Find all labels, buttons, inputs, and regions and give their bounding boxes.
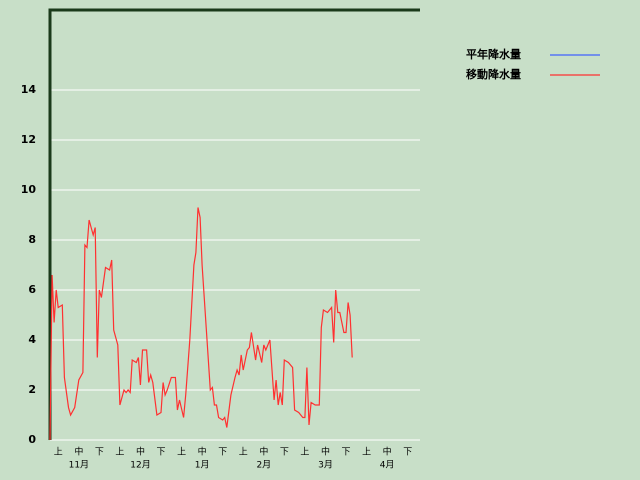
- x-period-label: 上: [239, 447, 248, 458]
- x-period-label: 中: [259, 446, 268, 458]
- x-period-label: 上: [362, 447, 371, 458]
- x-period-label: 中: [383, 446, 392, 458]
- legend-label: 平年降水量: [466, 47, 521, 61]
- data-line: [49, 207, 353, 441]
- x-period-label: 中: [136, 446, 145, 458]
- x-period-label: 中: [74, 446, 83, 458]
- x-period-label: 上: [54, 447, 63, 458]
- y-tick-label: 8: [28, 233, 36, 246]
- x-period-label: 上: [300, 447, 309, 458]
- x-period-label: 中: [198, 446, 207, 458]
- y-tick-label: 12: [21, 133, 36, 146]
- x-month-label: 4月: [380, 460, 395, 471]
- x-period-label: 下: [342, 448, 351, 458]
- x-period-label: 下: [403, 448, 412, 458]
- y-tick-label: 2: [28, 383, 36, 396]
- x-period-label: 上: [115, 447, 124, 458]
- x-month-label: 12月: [130, 460, 150, 471]
- x-period-label: 下: [157, 448, 166, 458]
- x-month-label: 1月: [195, 460, 210, 471]
- x-month-label: 11月: [69, 460, 89, 471]
- x-period-label: 下: [280, 448, 289, 458]
- x-period-label: 中: [321, 446, 330, 458]
- x-month-label: 2月: [256, 460, 271, 471]
- x-month-label: 3月: [318, 460, 333, 471]
- x-period-label: 下: [218, 448, 227, 458]
- legend-label: 移動降水量: [466, 67, 521, 81]
- x-period-label: 上: [177, 447, 186, 458]
- y-tick-label: 10: [21, 183, 37, 196]
- y-tick-label: 6: [28, 283, 36, 296]
- y-tick-label: 0: [28, 433, 36, 446]
- y-tick-label: 14: [21, 83, 37, 96]
- y-tick-label: 4: [28, 333, 36, 346]
- x-period-label: 下: [95, 448, 104, 458]
